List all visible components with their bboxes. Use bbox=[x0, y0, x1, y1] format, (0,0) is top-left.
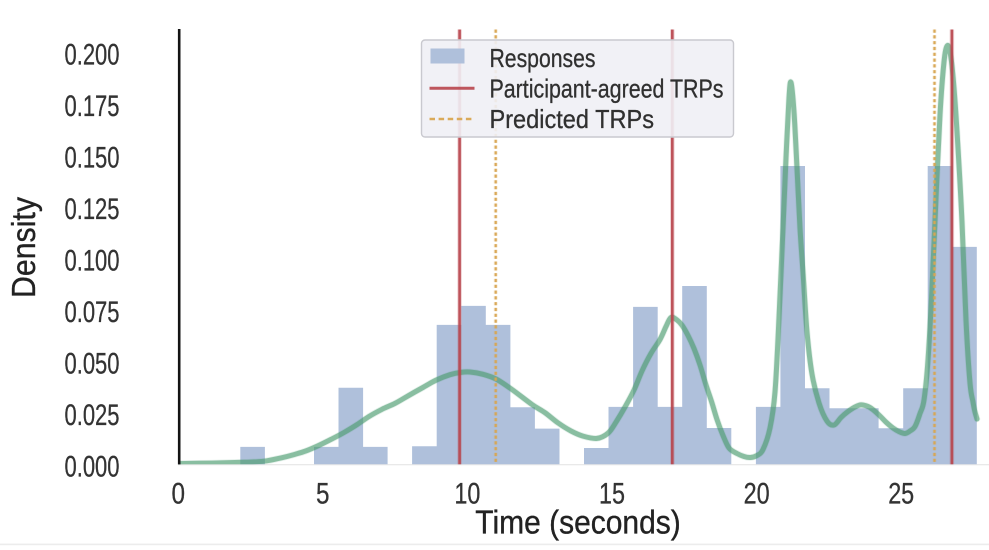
svg-text:0.100: 0.100 bbox=[65, 244, 120, 277]
svg-text:Responses: Responses bbox=[490, 43, 596, 73]
svg-text:0.200: 0.200 bbox=[65, 39, 120, 72]
svg-text:10: 10 bbox=[454, 478, 480, 511]
svg-text:Density: Density bbox=[5, 197, 42, 298]
svg-text:0: 0 bbox=[171, 478, 185, 511]
svg-text:Time (seconds): Time (seconds) bbox=[475, 504, 681, 541]
svg-text:0.150: 0.150 bbox=[65, 142, 120, 175]
svg-text:0.050: 0.050 bbox=[65, 347, 120, 380]
svg-text:0.075: 0.075 bbox=[65, 296, 120, 329]
svg-text:0.175: 0.175 bbox=[65, 90, 120, 123]
svg-text:5: 5 bbox=[316, 478, 330, 511]
svg-text:15: 15 bbox=[599, 478, 625, 511]
svg-text:0.025: 0.025 bbox=[65, 399, 120, 432]
svg-text:25: 25 bbox=[888, 478, 914, 511]
svg-text:0.125: 0.125 bbox=[65, 193, 120, 226]
svg-text:Predicted TRPs: Predicted TRPs bbox=[490, 104, 655, 134]
svg-text:0.000: 0.000 bbox=[65, 450, 120, 483]
svg-text:Participant-agreed TRPs: Participant-agreed TRPs bbox=[490, 74, 724, 104]
svg-text:20: 20 bbox=[744, 478, 770, 511]
